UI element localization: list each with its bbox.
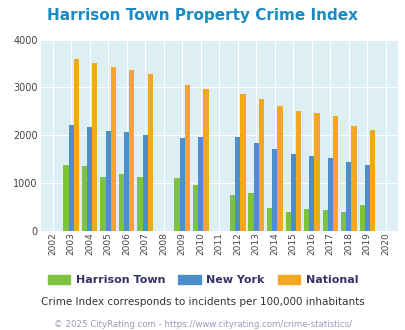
Bar [277, 106, 282, 231]
Bar [369, 130, 374, 231]
Bar [359, 205, 364, 231]
Bar [285, 212, 290, 231]
Bar [351, 126, 356, 231]
Bar [142, 135, 147, 231]
Bar [266, 208, 271, 231]
Bar [332, 116, 337, 231]
Bar [229, 195, 234, 231]
Bar [271, 149, 277, 231]
Bar [87, 127, 92, 231]
Bar [313, 113, 319, 231]
Bar [105, 130, 111, 231]
Bar [92, 63, 97, 231]
Bar [100, 178, 105, 231]
Bar [248, 193, 253, 231]
Bar [295, 111, 301, 231]
Bar [111, 67, 116, 231]
Bar [253, 143, 258, 231]
Legend: Harrison Town, New York, National: Harrison Town, New York, National [45, 271, 360, 289]
Text: Crime Index corresponds to incidents per 100,000 inhabitants: Crime Index corresponds to incidents per… [41, 297, 364, 307]
Bar [147, 74, 153, 231]
Bar [68, 125, 74, 231]
Bar [364, 165, 369, 231]
Bar [192, 184, 198, 231]
Text: © 2025 CityRating.com - https://www.cityrating.com/crime-statistics/: © 2025 CityRating.com - https://www.city… [54, 320, 351, 329]
Text: Harrison Town Property Crime Index: Harrison Town Property Crime Index [47, 8, 358, 23]
Bar [82, 166, 87, 231]
Bar [63, 165, 68, 231]
Bar [174, 178, 179, 231]
Bar [327, 158, 332, 231]
Bar [119, 174, 124, 231]
Bar [258, 99, 263, 231]
Bar [290, 154, 295, 231]
Bar [340, 212, 345, 231]
Bar [303, 210, 309, 231]
Bar [322, 211, 327, 231]
Bar [129, 70, 134, 231]
Bar [198, 137, 203, 231]
Bar [203, 89, 208, 231]
Bar [184, 85, 190, 231]
Bar [345, 162, 351, 231]
Bar [137, 178, 142, 231]
Bar [74, 59, 79, 231]
Bar [240, 94, 245, 231]
Bar [309, 156, 313, 231]
Bar [124, 132, 129, 231]
Bar [234, 137, 240, 231]
Bar [179, 138, 184, 231]
